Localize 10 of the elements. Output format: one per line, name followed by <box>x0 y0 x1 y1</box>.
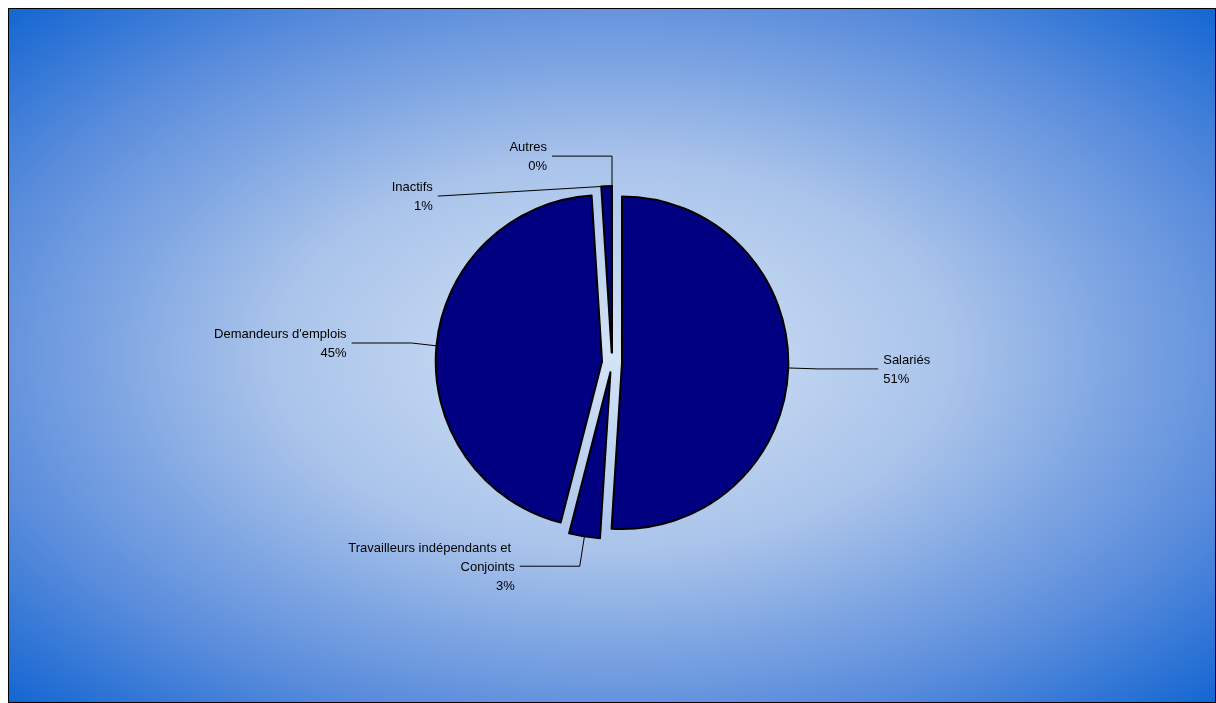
slice-label: Travailleurs indépendants et Conjoints <box>348 539 516 574</box>
slice-label: Inactifs <box>391 179 434 195</box>
data-label: 45% <box>320 345 348 361</box>
data-label: 1% <box>414 198 434 214</box>
data-label: 51% <box>883 370 910 386</box>
category-label: Autres <box>509 139 547 155</box>
text: 0% <box>528 158 547 174</box>
slice-label: Salariés <box>883 351 931 367</box>
data-label: 3% <box>495 577 516 593</box>
slice-label: Demandeurs d'emplois <box>214 326 348 342</box>
